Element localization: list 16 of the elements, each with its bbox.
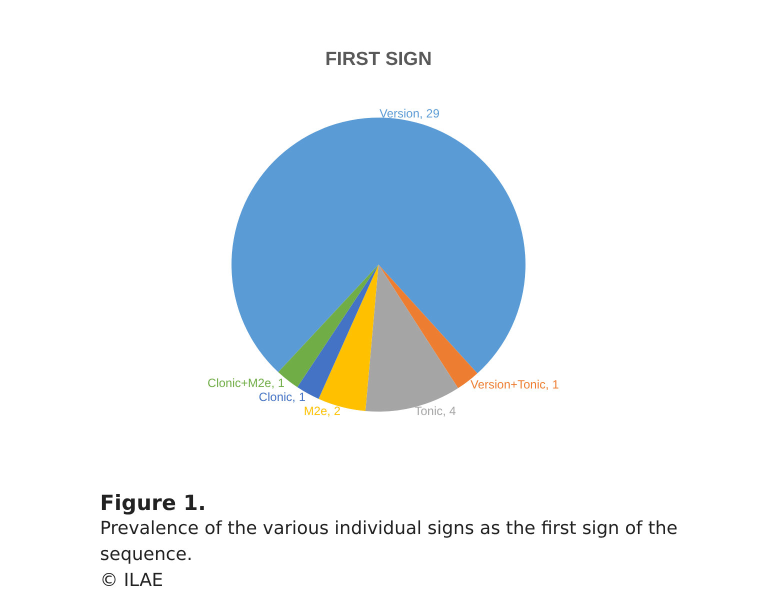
data-label: , 29 [419, 106, 440, 121]
data-label: , 4 [442, 404, 456, 418]
slice-label: Tonic [414, 404, 443, 418]
slice-label: M2e [304, 404, 328, 418]
slice-label: Version+Tonic [470, 377, 546, 392]
text: © ILAE [100, 569, 164, 593]
slice-label: Clonic+M2e [208, 376, 272, 390]
data-label: , 1 [292, 390, 306, 404]
data-label: , 1 [271, 376, 285, 390]
chart-title: FIRST SIGN [325, 49, 432, 70]
text: Prevalence of the various individual signs as the first sign of the sequence. [100, 517, 679, 567]
slice-label: Version [379, 106, 420, 121]
slice-label: Clonic [258, 390, 292, 404]
data-label: , 1 [546, 377, 560, 392]
caption: Figure 1. [100, 490, 208, 516]
data-label: , 2 [327, 404, 341, 418]
